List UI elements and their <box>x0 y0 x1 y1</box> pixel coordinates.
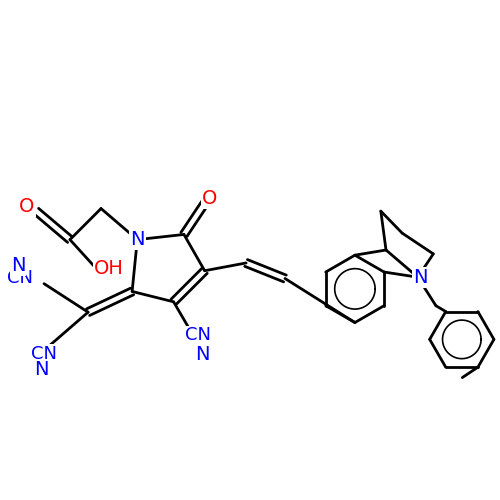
Text: N: N <box>34 360 48 378</box>
Text: O: O <box>20 198 34 216</box>
Text: CN: CN <box>185 326 211 344</box>
Text: N: N <box>413 268 428 286</box>
Text: CN: CN <box>6 270 32 287</box>
Text: O: O <box>202 188 218 208</box>
Text: N: N <box>195 345 210 364</box>
Text: OH: OH <box>94 258 124 278</box>
Text: N: N <box>130 230 144 249</box>
Text: CN: CN <box>31 344 57 362</box>
Text: N: N <box>11 256 26 275</box>
